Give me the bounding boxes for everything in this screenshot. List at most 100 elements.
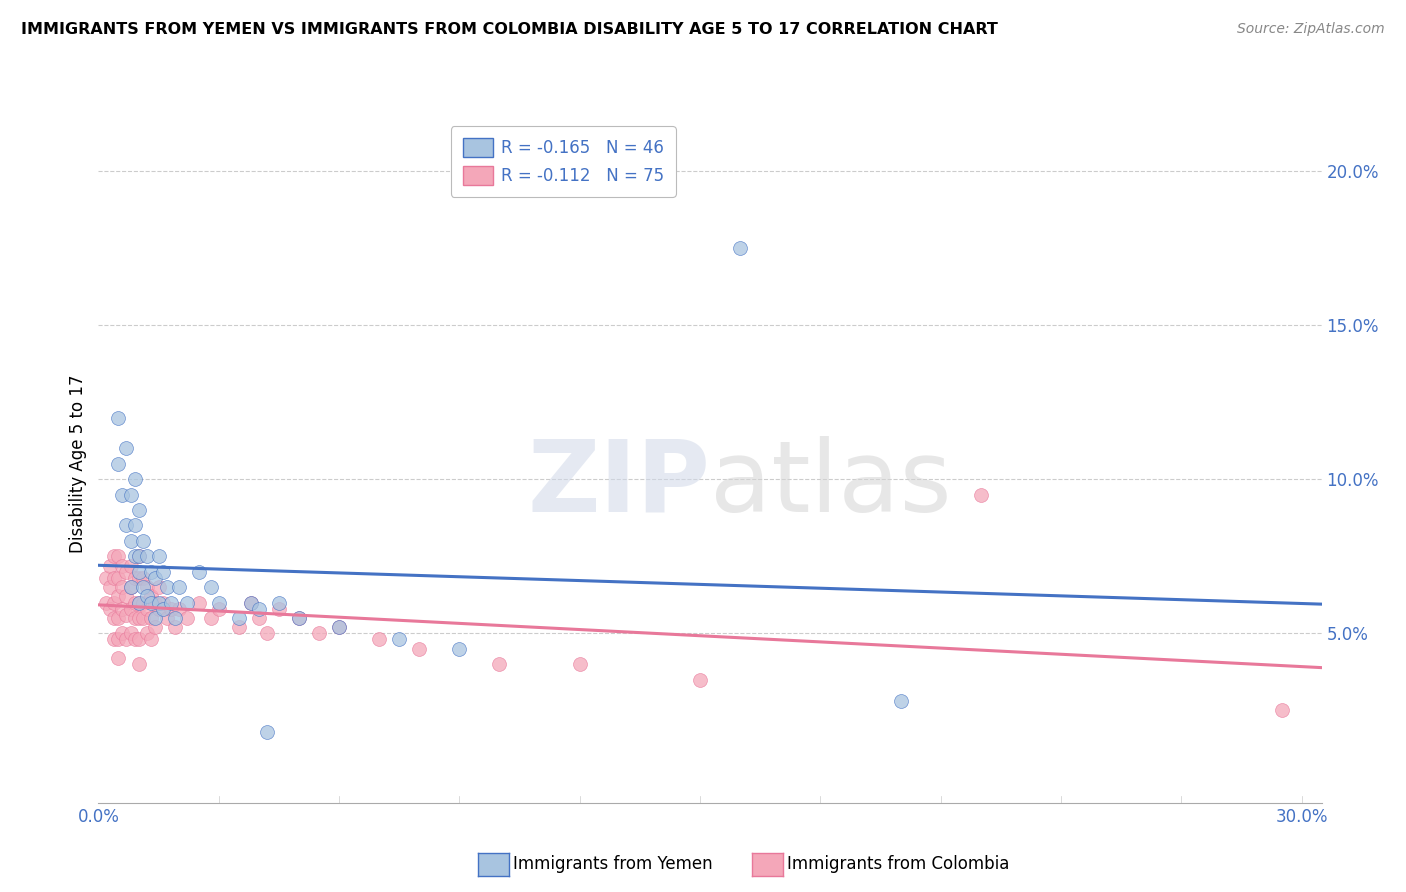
- Point: [128, 611, 150, 625]
- Point: [131, 611, 153, 625]
- Point: [100, 601, 122, 615]
- Point: [135, 549, 157, 564]
- Point: [124, 595, 146, 609]
- Point: [107, 611, 129, 625]
- Point: [148, 601, 170, 615]
- Point: [159, 601, 181, 615]
- Point: [128, 503, 150, 517]
- Point: [143, 571, 166, 585]
- Point: [449, 641, 471, 656]
- Point: [167, 601, 190, 615]
- Point: [124, 611, 146, 625]
- Point: [96, 595, 118, 609]
- Point: [135, 590, 157, 604]
- Point: [256, 725, 278, 739]
- Point: [139, 590, 162, 604]
- Point: [128, 595, 150, 609]
- Point: [128, 549, 150, 564]
- Point: [103, 632, 125, 647]
- Point: [152, 595, 174, 609]
- Point: [120, 580, 142, 594]
- Point: [96, 571, 118, 585]
- Point: [200, 580, 222, 594]
- Text: IMMIGRANTS FROM YEMEN VS IMMIGRANTS FROM COLOMBIA DISABILITY AGE 5 TO 17 CORRELA: IMMIGRANTS FROM YEMEN VS IMMIGRANTS FROM…: [21, 22, 998, 37]
- Point: [128, 657, 150, 672]
- Point: [107, 571, 129, 585]
- Point: [163, 620, 186, 634]
- Point: [115, 607, 138, 622]
- Point: [128, 549, 150, 564]
- Point: [111, 558, 134, 573]
- Point: [120, 533, 142, 548]
- Point: [328, 620, 350, 634]
- Point: [107, 549, 129, 564]
- Point: [148, 549, 170, 564]
- Point: [228, 620, 250, 634]
- Point: [247, 601, 270, 615]
- Point: [124, 549, 146, 564]
- Point: [328, 620, 350, 634]
- Point: [228, 611, 250, 625]
- Point: [128, 595, 150, 609]
- Point: [155, 611, 177, 625]
- Point: [115, 518, 138, 533]
- Point: [239, 595, 262, 609]
- Point: [128, 571, 150, 585]
- Point: [159, 595, 181, 609]
- Point: [239, 595, 262, 609]
- Point: [124, 632, 146, 647]
- Point: [120, 558, 142, 573]
- Point: [143, 620, 166, 634]
- Y-axis label: Disability Age 5 to 17: Disability Age 5 to 17: [69, 375, 87, 553]
- Point: [187, 595, 209, 609]
- Point: [1270, 703, 1292, 717]
- Point: [568, 657, 591, 672]
- Point: [124, 472, 146, 486]
- Point: [139, 595, 162, 609]
- Point: [488, 657, 510, 672]
- Point: [135, 601, 157, 615]
- Point: [131, 571, 153, 585]
- Point: [139, 565, 162, 579]
- Point: [107, 632, 129, 647]
- Point: [176, 595, 198, 609]
- Point: [100, 558, 122, 573]
- Point: [889, 694, 911, 708]
- Point: [689, 673, 711, 687]
- Point: [208, 601, 231, 615]
- Point: [152, 601, 174, 615]
- Text: Immigrants from Yemen: Immigrants from Yemen: [513, 855, 713, 873]
- Point: [111, 626, 134, 640]
- Point: [247, 611, 270, 625]
- Point: [131, 533, 153, 548]
- Point: [288, 611, 311, 625]
- Point: [143, 611, 166, 625]
- Point: [148, 595, 170, 609]
- Point: [128, 565, 150, 579]
- Point: [115, 590, 138, 604]
- Point: [187, 565, 209, 579]
- Point: [167, 580, 190, 594]
- Point: [107, 410, 129, 425]
- Text: Source: ZipAtlas.com: Source: ZipAtlas.com: [1237, 22, 1385, 37]
- Point: [143, 595, 166, 609]
- Point: [131, 595, 153, 609]
- Point: [267, 601, 290, 615]
- Point: [111, 601, 134, 615]
- Point: [368, 632, 391, 647]
- Point: [120, 626, 142, 640]
- Point: [148, 580, 170, 594]
- Point: [163, 611, 186, 625]
- Point: [107, 590, 129, 604]
- Point: [124, 571, 146, 585]
- Point: [388, 632, 411, 647]
- Point: [128, 632, 150, 647]
- Point: [135, 626, 157, 640]
- Point: [107, 651, 129, 665]
- Point: [115, 442, 138, 456]
- Point: [120, 488, 142, 502]
- Point: [120, 601, 142, 615]
- Point: [256, 626, 278, 640]
- Point: [288, 611, 311, 625]
- Point: [139, 632, 162, 647]
